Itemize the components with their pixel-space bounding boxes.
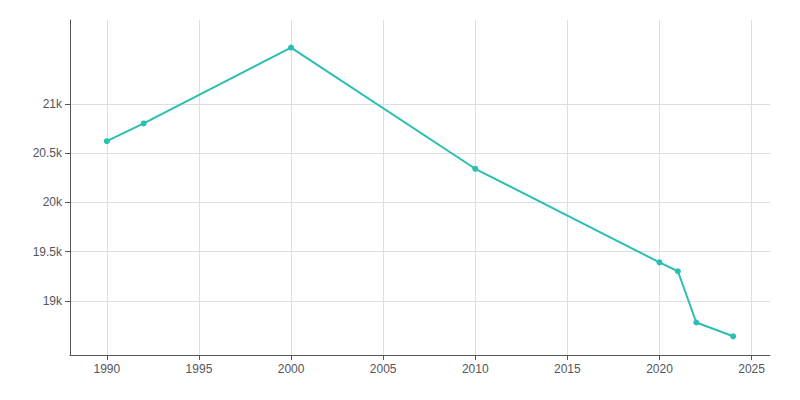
svg-text:2010: 2010	[462, 362, 489, 376]
svg-text:2025: 2025	[738, 362, 765, 376]
svg-text:21k: 21k	[43, 97, 63, 111]
svg-text:1995: 1995	[186, 362, 213, 376]
svg-text:2020: 2020	[646, 362, 673, 376]
svg-text:2000: 2000	[278, 362, 305, 376]
svg-text:19k: 19k	[43, 294, 63, 308]
svg-text:2015: 2015	[554, 362, 581, 376]
svg-text:19.5k: 19.5k	[33, 245, 63, 259]
svg-text:2005: 2005	[370, 362, 397, 376]
svg-text:1990: 1990	[93, 362, 120, 376]
svg-text:20.5k: 20.5k	[33, 146, 63, 160]
svg-text:20k: 20k	[43, 195, 63, 209]
